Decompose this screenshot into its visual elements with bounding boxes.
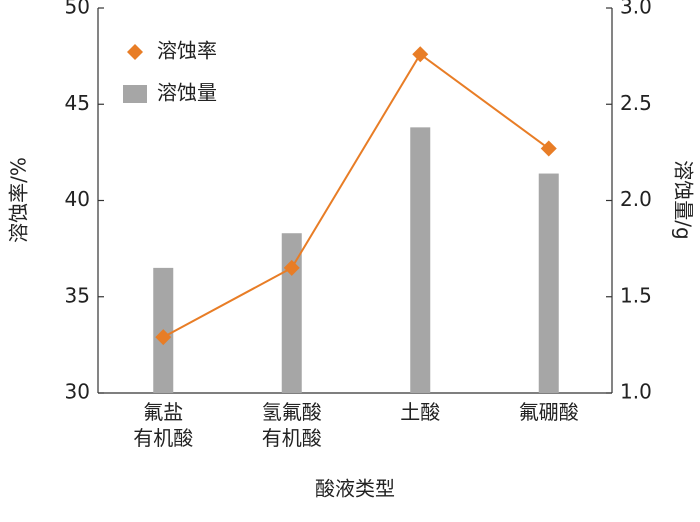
bar [538, 173, 559, 393]
x-tick-label: 氟盐有机酸 [133, 400, 193, 450]
marker [283, 259, 300, 276]
y2-tick-label: 1.0 [620, 380, 652, 404]
legend-label: 溶蚀量 [157, 81, 217, 105]
bar [281, 233, 302, 393]
y2-tick-label: 3.0 [620, 0, 652, 19]
x-tick-label: 氢氟酸有机酸 [262, 400, 322, 450]
marker [412, 46, 429, 63]
y-tick-label: 30 [65, 380, 90, 404]
x-tick-label: 氟硼酸 [519, 400, 579, 424]
legend-marker [123, 85, 147, 103]
marker [540, 140, 557, 157]
x-tick-label: 土酸 [400, 400, 440, 424]
y-tick-label: 35 [65, 283, 90, 307]
legend-label: 溶蚀率 [157, 39, 217, 63]
y-tick-label: 45 [65, 91, 90, 115]
y2-axis-label: 溶蚀量/g [672, 160, 696, 239]
bar [410, 127, 431, 393]
legend-marker [127, 44, 143, 60]
y-tick-label: 50 [65, 0, 90, 19]
y-tick-label: 40 [65, 187, 90, 211]
line [162, 52, 550, 339]
marker [155, 329, 172, 346]
y2-tick-label: 2.5 [620, 91, 652, 115]
y2-tick-label: 1.5 [620, 283, 652, 307]
y2-tick-label: 2.0 [620, 187, 652, 211]
x-axis-label: 酸液类型 [315, 477, 395, 501]
y-axis-label: 溶蚀率/% [7, 157, 31, 243]
